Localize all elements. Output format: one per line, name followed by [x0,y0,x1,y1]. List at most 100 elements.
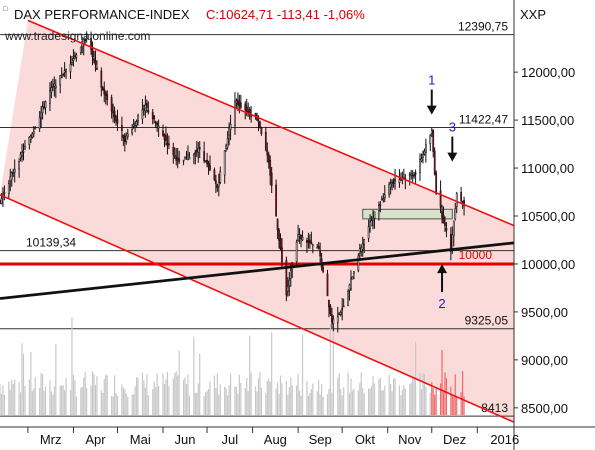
volume-bar [249,335,251,415]
candle-body [425,144,427,153]
candle-body [126,133,129,137]
volume-bar [137,377,139,415]
candle-body [123,135,126,142]
chart-menu-icon[interactable]: □ [3,6,8,13]
volume-bar [163,384,166,415]
candle-body [203,151,205,161]
volume-bar [215,388,217,415]
volume-bar [413,378,415,415]
candle-body [213,169,216,181]
candle-body [176,157,179,160]
volume-bar [312,383,314,415]
candle-body [3,192,6,194]
candle-body [295,241,298,263]
volume-bar [121,384,123,415]
candle-body [13,168,16,173]
volume-bar [279,375,282,415]
candle-body [121,125,123,131]
candle-body [135,121,138,126]
volume-bar [306,381,308,415]
candle-body [206,159,208,164]
volume-bar [218,394,220,415]
volume-bar [347,372,349,415]
candle-body [223,150,226,176]
volume-bar [52,394,54,415]
volume-bar [81,386,83,415]
candle-body [52,86,54,88]
candle-body [328,299,330,308]
volume-bar [287,394,289,415]
volume-bar [285,381,287,415]
candle-body [441,210,443,218]
volume-bar [394,378,396,415]
candle-body [398,179,401,183]
volume-bar [72,374,75,415]
candle-body [400,178,402,181]
volume-bar [338,373,340,415]
level-label: 9325,05 [465,314,509,328]
candle-body [348,284,351,291]
volume-bar [49,380,51,415]
volume-bar [269,381,271,415]
candle-body [245,106,248,113]
volume-bar [59,385,61,415]
volume-bar [271,332,273,415]
candle-body [311,244,314,247]
candle-body [435,172,438,194]
candle-body [49,90,51,104]
level-label: 10139,34 [26,236,76,250]
candle-body [216,184,219,188]
volume-bar [216,373,218,415]
annotation-arrow-head [447,152,458,162]
candle-body [350,278,352,290]
candle-body [281,247,283,263]
candle-body [420,158,423,162]
volume-bar [43,390,45,415]
volume-bar [122,387,124,415]
candle-body [339,311,342,315]
candle-body [40,111,42,119]
volume-bar [368,388,370,415]
candle-body [101,87,104,90]
volume-bar [69,389,72,415]
candle-body [363,239,366,245]
volume-bar [64,390,66,415]
candle-body [394,179,396,182]
candle-body [351,276,354,280]
volume-bar [184,377,186,415]
candle-body [144,104,147,111]
volume-bar [71,317,73,415]
uptrend-line [0,241,515,300]
candle-body [18,161,20,170]
volume-bar [281,383,283,415]
volume-bar [172,378,174,415]
candle-body [278,229,280,241]
volume-bar [106,375,108,415]
volume-bar [152,389,154,415]
candle-body [237,99,239,105]
volume-bar [147,395,149,415]
candle-body [383,194,386,199]
x-tick-label: Mrz [40,432,62,447]
candle-body [259,122,261,128]
volume-bar [224,386,226,415]
volume-bar [278,393,280,415]
volume-bar [125,393,127,415]
candle-body [175,156,178,161]
volume-bar [168,386,170,415]
candle-body [172,147,175,155]
candle-body [24,145,26,150]
volume-bar [187,374,189,415]
volume-bar [462,371,464,415]
volume-bar [409,384,411,415]
volume-bar [276,382,279,415]
watermark: www.tradesignalonline.com [4,29,150,43]
candle-body [247,110,250,113]
volume-bar [219,384,221,415]
x-tick-label: Jul [222,432,239,447]
candle-body [300,234,302,240]
level-label: 12390,75 [458,20,508,34]
volume-bar [450,386,452,415]
volume-bar [441,350,443,415]
candle-body [264,131,267,150]
